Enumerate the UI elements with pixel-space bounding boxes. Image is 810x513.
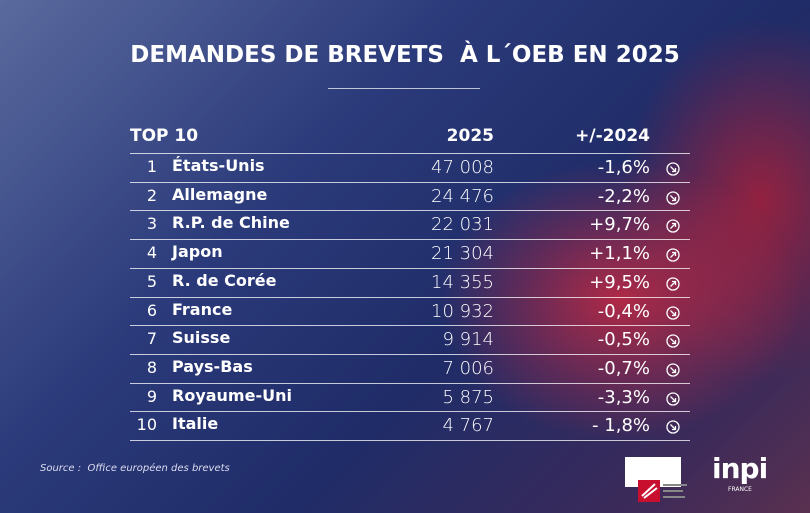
row-line [130, 382, 690, 384]
trend-icon [666, 362, 680, 377]
rank: 5 [146, 271, 157, 291]
country: Japon [172, 242, 223, 262]
value: 9 914 [442, 329, 494, 351]
row-line [130, 296, 690, 298]
rank: 1 [146, 157, 157, 176]
change: -0,7% [597, 357, 650, 379]
country: Pays-Bas [172, 356, 253, 376]
inpi-logo-sub: FRANCE [728, 486, 752, 493]
value: 22 031 [431, 214, 494, 236]
rank: 8 [146, 357, 157, 377]
value: 10 932 [431, 300, 494, 322]
country: France [172, 299, 233, 319]
value: 24 476 [431, 185, 494, 207]
trend-arrow [666, 219, 680, 234]
row-line [130, 181, 690, 183]
row-line [130, 210, 690, 212]
trend-arrow [666, 277, 680, 291]
row-line [130, 239, 690, 241]
country: Italie [172, 414, 219, 434]
trend-arrow [666, 363, 680, 377]
value: 47 008 [431, 157, 494, 178]
trend-icon [666, 190, 680, 205]
row-line [130, 411, 690, 413]
trend-icon [666, 305, 680, 320]
rank: 2 [146, 185, 157, 205]
country: Suisse [172, 328, 231, 348]
source: Source : Office européen des brevets [40, 463, 230, 474]
value: 21 304 [431, 243, 494, 265]
country: Royaume-Uni [172, 385, 292, 405]
change: +9,5% [589, 271, 650, 293]
rank: 6 [146, 300, 157, 320]
country: R. de Corée [172, 270, 277, 290]
title-underline [328, 88, 480, 89]
value: 5 875 [442, 386, 494, 408]
trend-arrow [666, 162, 680, 176]
trend-arrow [666, 391, 680, 406]
rank: 10 [136, 415, 157, 435]
country: Allemagne [172, 184, 268, 204]
trend-arrow [666, 248, 680, 262]
change: -0,4% [597, 300, 650, 322]
trend-arrow [666, 191, 680, 205]
trend-icon [666, 276, 680, 291]
row-line [130, 153, 690, 154]
country: États-Unis [172, 156, 265, 175]
column-header: 2025 [446, 126, 494, 146]
rank: 3 [146, 214, 157, 234]
column-header: +/-2024 [575, 126, 650, 146]
change: -3,3% [597, 386, 650, 408]
value: 4 767 [442, 415, 494, 437]
epo-logo [625, 457, 688, 502]
rank: 4 [146, 243, 157, 263]
row-line [130, 325, 690, 327]
trend-arrow [666, 334, 680, 348]
change: +1,1% [589, 243, 650, 265]
trend-icon [666, 333, 680, 348]
change: -2,2% [597, 185, 650, 207]
rank: 7 [146, 329, 157, 349]
trend-icon [666, 161, 680, 176]
trend-icon [666, 218, 680, 234]
change: +9,7% [589, 214, 650, 236]
change: -0,5% [597, 329, 650, 351]
inpi-logo: inpi [712, 452, 768, 485]
trend-icon [666, 419, 680, 434]
row-line [130, 440, 690, 441]
value: 7 006 [442, 357, 494, 379]
trend-icon [666, 391, 680, 406]
epo-mark [638, 480, 688, 502]
title: DEMANDES DE BREVETS À L´OEB EN 2025 [130, 42, 680, 68]
value: 14 355 [431, 271, 494, 293]
trend-icon [666, 247, 680, 262]
trend-arrow [666, 305, 680, 320]
change: -1,6% [597, 157, 650, 178]
row-line [130, 353, 690, 355]
country: R.P. de Chine [172, 213, 290, 233]
rank: 9 [146, 386, 157, 406]
row-line [130, 267, 690, 269]
change: - 1,8% [592, 415, 650, 437]
trend-arrow [666, 420, 680, 434]
column-header: TOP 10 [130, 126, 199, 146]
